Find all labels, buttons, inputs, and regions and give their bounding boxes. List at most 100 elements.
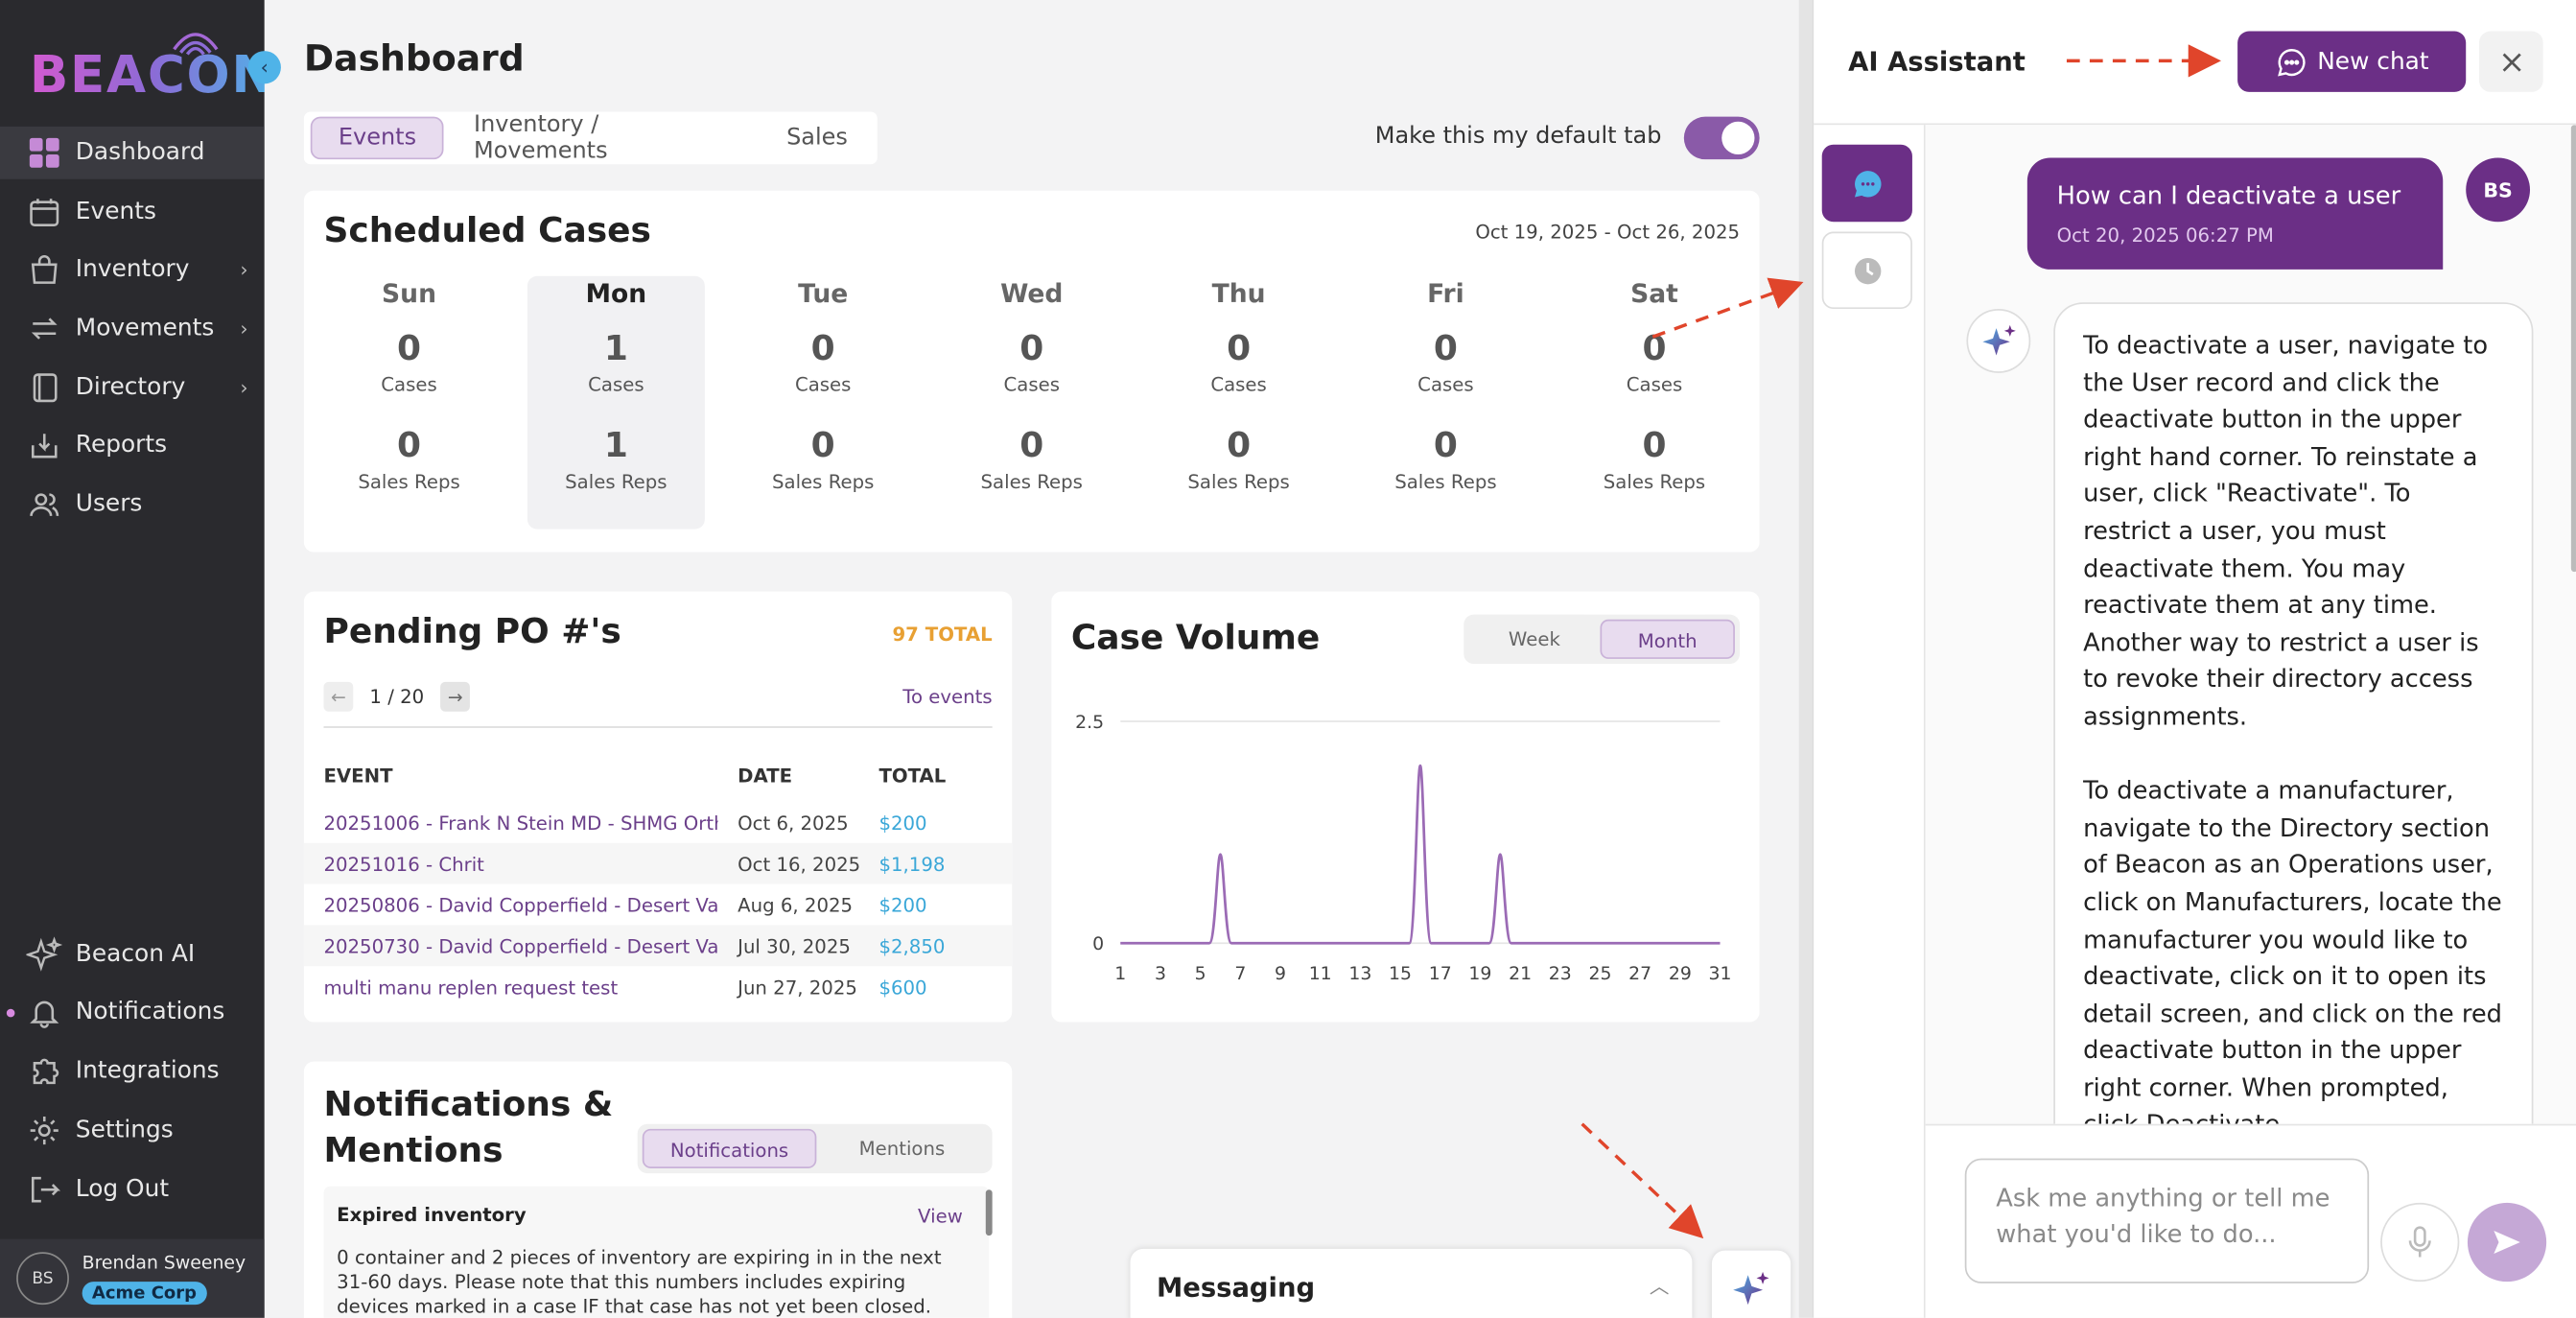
x-tick-label: 27 xyxy=(1628,964,1651,984)
sidebar-item-label: Movements xyxy=(75,315,215,342)
user-message-text: How can I deactivate a user xyxy=(2056,180,2401,211)
new-chat-label: New chat xyxy=(2317,48,2429,75)
notifications-option[interactable]: Notifications xyxy=(642,1128,817,1168)
notifications-mentions-toggle: Notifications Mentions xyxy=(637,1123,993,1174)
cases-label: Cases xyxy=(1003,372,1060,396)
row-date: Aug 6, 2025 xyxy=(738,893,854,916)
bell-icon xyxy=(26,994,62,1030)
chat-scrollbar[interactable] xyxy=(2570,125,2576,573)
event-link[interactable]: 20251016 - Chrit xyxy=(323,852,484,876)
event-link[interactable]: 20251006 - Frank N Stein MD - SHMG Ortho… xyxy=(323,811,718,835)
day-column-sun[interactable]: Sun 0 Cases 0 Sales Reps xyxy=(320,276,498,530)
x-tick-label: 9 xyxy=(1275,964,1286,984)
dashboard-icon xyxy=(26,134,62,171)
main-scrollbar[interactable] xyxy=(1798,0,1813,1318)
sidebar-item-events[interactable]: Events xyxy=(0,186,265,239)
sidebar-item-label: Integrations xyxy=(75,1058,220,1085)
row-date: Jul 30, 2025 xyxy=(738,933,851,957)
day-column-fri[interactable]: Fri 0 Cases 0 Sales Reps xyxy=(1357,276,1534,530)
day-column-mon[interactable]: Mon 1 Cases 1 Sales Reps xyxy=(527,275,705,530)
table-row[interactable]: 20251016 - Chrit Oct 16, 2025 $1,198 xyxy=(303,842,1013,884)
sidebar-item-users[interactable]: Users xyxy=(0,478,265,530)
logo-text: BEACON xyxy=(29,45,276,106)
sidebar-item-beacon-ai[interactable]: Beacon AI xyxy=(0,929,265,981)
pending-po-card: Pending PO #'s 97 TOTAL ← 1 / 20 → To ev… xyxy=(303,591,1013,1023)
microphone-button[interactable] xyxy=(2380,1202,2460,1283)
event-link[interactable]: 20250806 - David Copperfield - Desert Va… xyxy=(323,893,718,916)
x-tick-label: 1 xyxy=(1114,964,1126,984)
case-count: 0 xyxy=(1642,328,1667,368)
tab-events[interactable]: Events xyxy=(310,116,445,160)
week-option[interactable]: Week xyxy=(1508,627,1560,651)
tab-inventory-movements[interactable]: Inventory / Movements xyxy=(474,111,608,165)
ai-assistant-fab[interactable] xyxy=(1711,1250,1791,1318)
y-tick-label: 0 xyxy=(1092,934,1104,954)
notifications-scrollbar[interactable] xyxy=(985,1189,993,1236)
arrows-icon xyxy=(26,311,62,347)
sidebar-item-inventory[interactable]: Inventory › xyxy=(0,244,265,296)
main-content: Dashboard Events Inventory / Movements S… xyxy=(264,0,1799,1318)
user-card[interactable]: BS Brendan Sweeney Acme Corp xyxy=(0,1238,265,1318)
chat-input[interactable] xyxy=(1964,1158,2370,1283)
day-column-tue[interactable]: Tue 0 Cases 0 Sales Reps xyxy=(735,276,912,530)
sidebar-item-settings[interactable]: Settings xyxy=(0,1104,265,1157)
chat-view-button[interactable] xyxy=(1821,144,1912,223)
table-row[interactable]: 20251006 - Frank N Stein MD - SHMG Ortho… xyxy=(304,802,1012,843)
sidebar-item-label: Users xyxy=(75,491,143,518)
notification-body: 0 container and 2 pieces of inventory ar… xyxy=(337,1245,942,1318)
sparkle-icon xyxy=(1733,1271,1769,1306)
chevron-right-icon: › xyxy=(240,257,248,281)
x-tick-label: 31 xyxy=(1709,964,1732,984)
close-panel-button[interactable] xyxy=(2478,31,2543,92)
default-tab-toggle[interactable] xyxy=(1683,116,1760,160)
x-tick-label: 29 xyxy=(1669,964,1692,984)
day-column-sat[interactable]: Sat 0 Cases 0 Sales Reps xyxy=(1565,276,1743,530)
to-events-link[interactable]: To events xyxy=(902,685,993,709)
send-button[interactable] xyxy=(2467,1202,2547,1283)
view-link[interactable]: View xyxy=(918,1204,963,1228)
day-column-thu[interactable]: Thu 0 Cases 0 Sales Reps xyxy=(1150,276,1327,530)
cases-label: Cases xyxy=(1626,372,1683,396)
week-month-toggle: Week Month xyxy=(1464,614,1741,665)
x-tick-label: 11 xyxy=(1309,964,1332,984)
x-tick-label: 5 xyxy=(1195,964,1206,984)
x-tick-label: 3 xyxy=(1155,964,1166,984)
sidebar-item-label: Settings xyxy=(75,1117,174,1144)
mentions-option[interactable]: Mentions xyxy=(858,1137,946,1161)
next-page-button[interactable]: → xyxy=(440,681,471,712)
sidebar-item-reports[interactable]: Reports xyxy=(0,419,265,472)
table-row[interactable]: multi manu replen request test Jun 27, 2… xyxy=(304,966,1012,1007)
x-tick-label: 19 xyxy=(1468,964,1491,984)
notification-item[interactable]: Expired inventory View 0 container and 2… xyxy=(323,1186,990,1318)
sidebar-item-notifications[interactable]: Notifications xyxy=(0,986,265,1039)
new-chat-button[interactable]: New chat xyxy=(2237,31,2467,92)
report-icon xyxy=(26,427,62,463)
messaging-widget[interactable]: Messaging ︿ xyxy=(1130,1248,1693,1318)
total-badge: 97 TOTAL xyxy=(892,623,993,647)
sidebar-item-integrations[interactable]: Integrations xyxy=(0,1045,265,1097)
sidebar-item-movements[interactable]: Movements › xyxy=(0,302,265,355)
event-link[interactable]: multi manu replen request test xyxy=(323,975,619,999)
x-tick-label: 17 xyxy=(1429,964,1452,984)
rep-count: 0 xyxy=(1433,425,1458,465)
column-header-total: TOTAL xyxy=(878,764,947,788)
reps-label: Sales Reps xyxy=(772,469,875,493)
prev-page-button[interactable]: ← xyxy=(323,681,354,712)
history-view-button[interactable] xyxy=(1821,231,1912,310)
sidebar-item-logout[interactable]: Log Out xyxy=(0,1164,265,1216)
table-row[interactable]: 20250730 - David Copperfield - Desert Va… xyxy=(303,925,1013,967)
sidebar-item-directory[interactable]: Directory › xyxy=(0,362,265,414)
sidebar-collapse-button[interactable]: ‹ xyxy=(247,51,281,84)
month-option[interactable]: Month xyxy=(1600,619,1735,659)
page-title: Dashboard xyxy=(303,39,525,81)
case-count: 0 xyxy=(1433,328,1458,368)
beacon-logo[interactable]: BEACON xyxy=(30,30,274,112)
chevron-up-icon[interactable]: ︿ xyxy=(1649,1275,1670,1299)
day-name: Tue xyxy=(798,279,849,310)
event-link[interactable]: 20250730 - David Copperfield - Desert Va… xyxy=(323,933,718,957)
tab-sales[interactable]: Sales xyxy=(786,125,848,152)
sidebar-item-dashboard[interactable]: Dashboard xyxy=(0,126,265,179)
clock-icon xyxy=(1854,257,1881,284)
table-row[interactable]: 20250806 - David Copperfield - Desert Va… xyxy=(304,884,1012,926)
day-column-wed[interactable]: Wed 0 Cases 0 Sales Reps xyxy=(943,276,1120,530)
